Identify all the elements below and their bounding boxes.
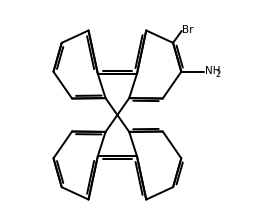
Text: 2: 2	[216, 71, 221, 79]
Text: NH: NH	[205, 66, 220, 76]
Text: Br: Br	[182, 25, 194, 35]
